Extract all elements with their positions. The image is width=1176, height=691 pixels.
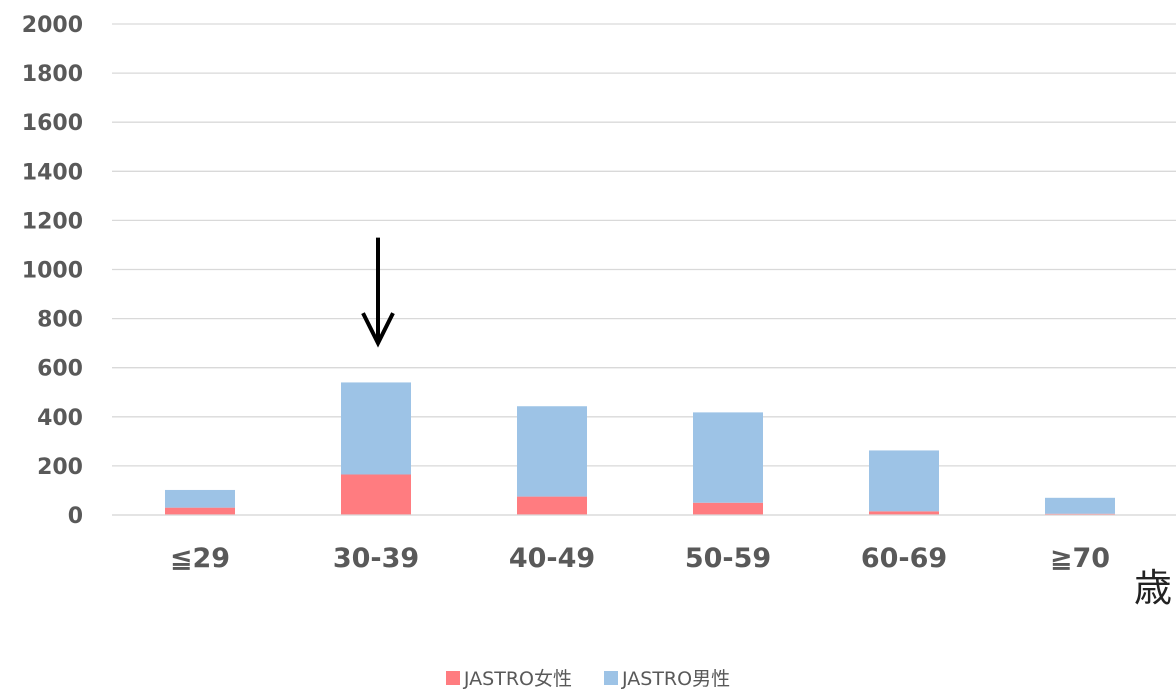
legend-label-male: JASTRO男性 — [622, 668, 731, 690]
bar-segment-male — [517, 406, 587, 497]
bars — [112, 382, 1176, 516]
bar-segment-female — [693, 502, 763, 515]
y-tick-label: 0 — [68, 504, 83, 529]
x-tick-label: 60-69 — [861, 543, 947, 574]
y-tick-label: 200 — [37, 455, 83, 480]
x-tick-label: 40-49 — [509, 543, 595, 574]
y-tick-label: 1600 — [22, 111, 83, 136]
y-tick-label: 600 — [37, 357, 83, 382]
legend-swatch-female — [445, 670, 460, 685]
x-axis-unit-label: 歳 — [1134, 566, 1172, 610]
x-axis-tick-labels: ≦29 30-39 40-49 50-59 60-69 ≧70 — [170, 543, 1110, 574]
bar-segment-male — [1045, 497, 1115, 514]
legend: JASTRO女性 JASTRO男性 — [0, 664, 1176, 691]
bar-segment-female — [341, 474, 411, 515]
gridlines — [112, 23, 1176, 516]
y-tick-label: 1400 — [22, 160, 83, 185]
x-tick-label: 30-39 — [333, 543, 419, 574]
bar-segment-female — [517, 496, 587, 515]
annotations — [361, 237, 395, 348]
legend-swatch-male — [604, 670, 618, 685]
bar-segment-male — [693, 412, 763, 503]
bar-segment-male — [869, 450, 939, 512]
x-tick-label: 50-59 — [685, 543, 771, 574]
legend-item-male: JASTRO男性 — [604, 664, 730, 691]
y-tick-label: 1800 — [22, 62, 83, 87]
bar-segment-female — [869, 511, 939, 515]
legend-item-female: JASTRO女性 — [445, 664, 572, 691]
bar-segment-female — [165, 507, 235, 515]
x-tick-label: ≧70 — [1050, 543, 1110, 574]
legend-label-female: JASTRO女性 — [463, 668, 572, 690]
x-tick-label: ≦29 — [170, 543, 230, 574]
y-tick-label: 2000 — [22, 13, 83, 38]
down-arrow-icon — [361, 312, 395, 348]
y-axis-tick-labels: 0 200 400 600 800 1000 1200 1400 1600 1800 2000 — [22, 13, 83, 529]
y-tick-label: 800 — [37, 308, 83, 333]
bar-segment-male — [341, 382, 411, 475]
bar-segment-male — [165, 489, 235, 508]
y-tick-label: 1000 — [22, 259, 83, 284]
y-tick-label: 400 — [37, 406, 83, 431]
y-tick-label: 1200 — [22, 209, 83, 234]
